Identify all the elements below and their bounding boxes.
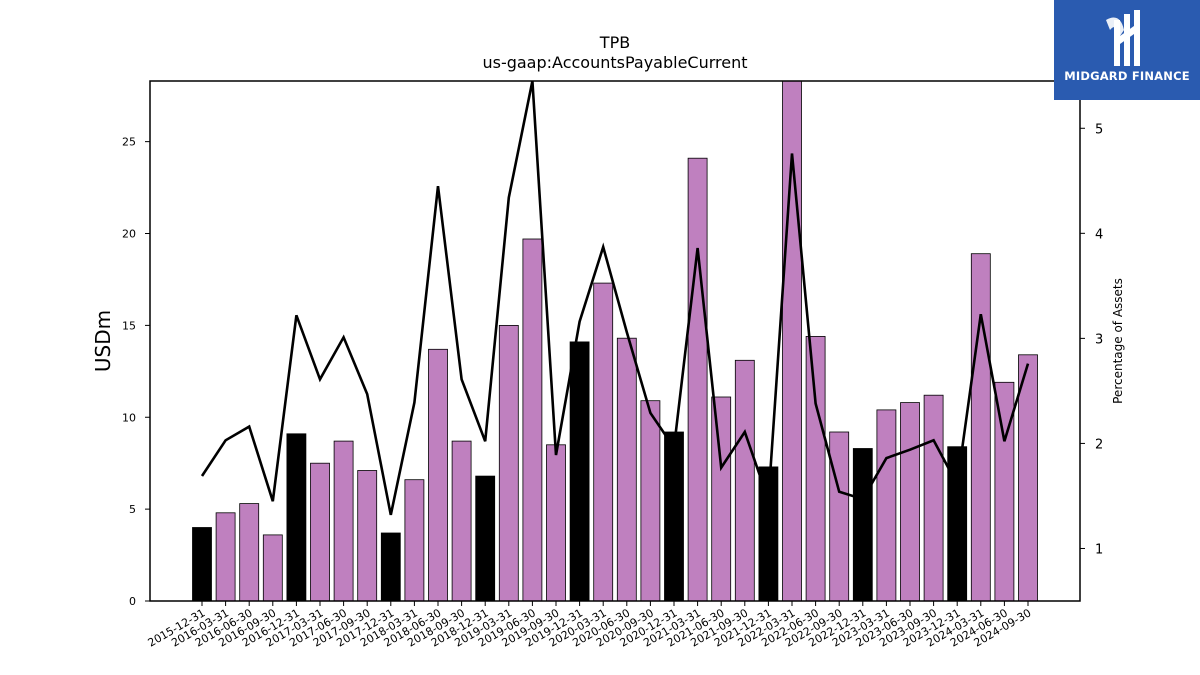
y-axis-left: 0 5 10 15 20 25 bbox=[122, 136, 150, 608]
bar bbox=[546, 444, 566, 602]
x-axis: 2015-12-312016-03-312016-06-302016-09-30… bbox=[146, 601, 1034, 650]
bar bbox=[215, 512, 236, 602]
bar bbox=[805, 335, 826, 602]
line-series bbox=[200, 80, 1030, 516]
bar bbox=[428, 348, 448, 602]
bar bbox=[664, 431, 684, 602]
bar bbox=[498, 324, 519, 602]
bar bbox=[734, 359, 755, 602]
bar bbox=[404, 479, 425, 602]
y2-tick-label: 4 bbox=[1095, 227, 1103, 242]
bar bbox=[593, 282, 614, 602]
y2-tick-label: 5 bbox=[1095, 122, 1103, 137]
bar bbox=[310, 462, 330, 602]
bar bbox=[616, 337, 637, 602]
bar-series bbox=[192, 80, 1038, 602]
bar bbox=[192, 527, 212, 602]
bar bbox=[829, 431, 850, 602]
logo-text: MIDGARD FINANCE bbox=[1064, 69, 1190, 83]
y2-axis-label: Percentage of Assets bbox=[1111, 278, 1125, 404]
logo-mark-icon bbox=[1106, 10, 1140, 66]
plot-frame bbox=[149, 80, 1081, 602]
bar bbox=[286, 433, 307, 602]
bar bbox=[522, 238, 543, 602]
bar bbox=[1018, 354, 1038, 602]
y-tick-label: 20 bbox=[122, 228, 136, 241]
y2-tick-label: 1 bbox=[1095, 542, 1103, 557]
bar bbox=[333, 440, 354, 602]
bar bbox=[876, 409, 897, 602]
y-tick-label: 25 bbox=[122, 136, 136, 149]
line-percentage-of-assets bbox=[200, 80, 1030, 516]
bar bbox=[900, 402, 920, 602]
bar bbox=[239, 503, 260, 602]
bar bbox=[923, 394, 944, 602]
y-tick-label: 15 bbox=[122, 319, 136, 332]
y-tick-label: 5 bbox=[129, 503, 136, 516]
chart-subtitle: us-gaap:AccountsPayableCurrent bbox=[482, 53, 747, 72]
bar bbox=[687, 157, 708, 602]
bar bbox=[357, 470, 378, 602]
bar bbox=[852, 448, 873, 602]
bar bbox=[380, 532, 401, 602]
logo: MIDGARD FINANCE bbox=[1054, 0, 1200, 100]
bar bbox=[262, 534, 283, 602]
y-axis-label: USDm bbox=[91, 310, 115, 372]
y-tick-label: 0 bbox=[129, 595, 136, 608]
bar bbox=[451, 440, 472, 602]
y-tick-label: 10 bbox=[122, 411, 136, 424]
bar bbox=[475, 475, 496, 602]
bar bbox=[640, 400, 661, 602]
bar bbox=[970, 253, 991, 602]
y-axis-right: 1 2 3 4 5 bbox=[1080, 122, 1103, 557]
bar bbox=[711, 396, 732, 602]
y2-tick-label: 2 bbox=[1095, 437, 1103, 452]
y2-tick-label: 3 bbox=[1095, 332, 1103, 347]
bar bbox=[569, 341, 590, 602]
chart-title: TPB bbox=[599, 33, 630, 52]
